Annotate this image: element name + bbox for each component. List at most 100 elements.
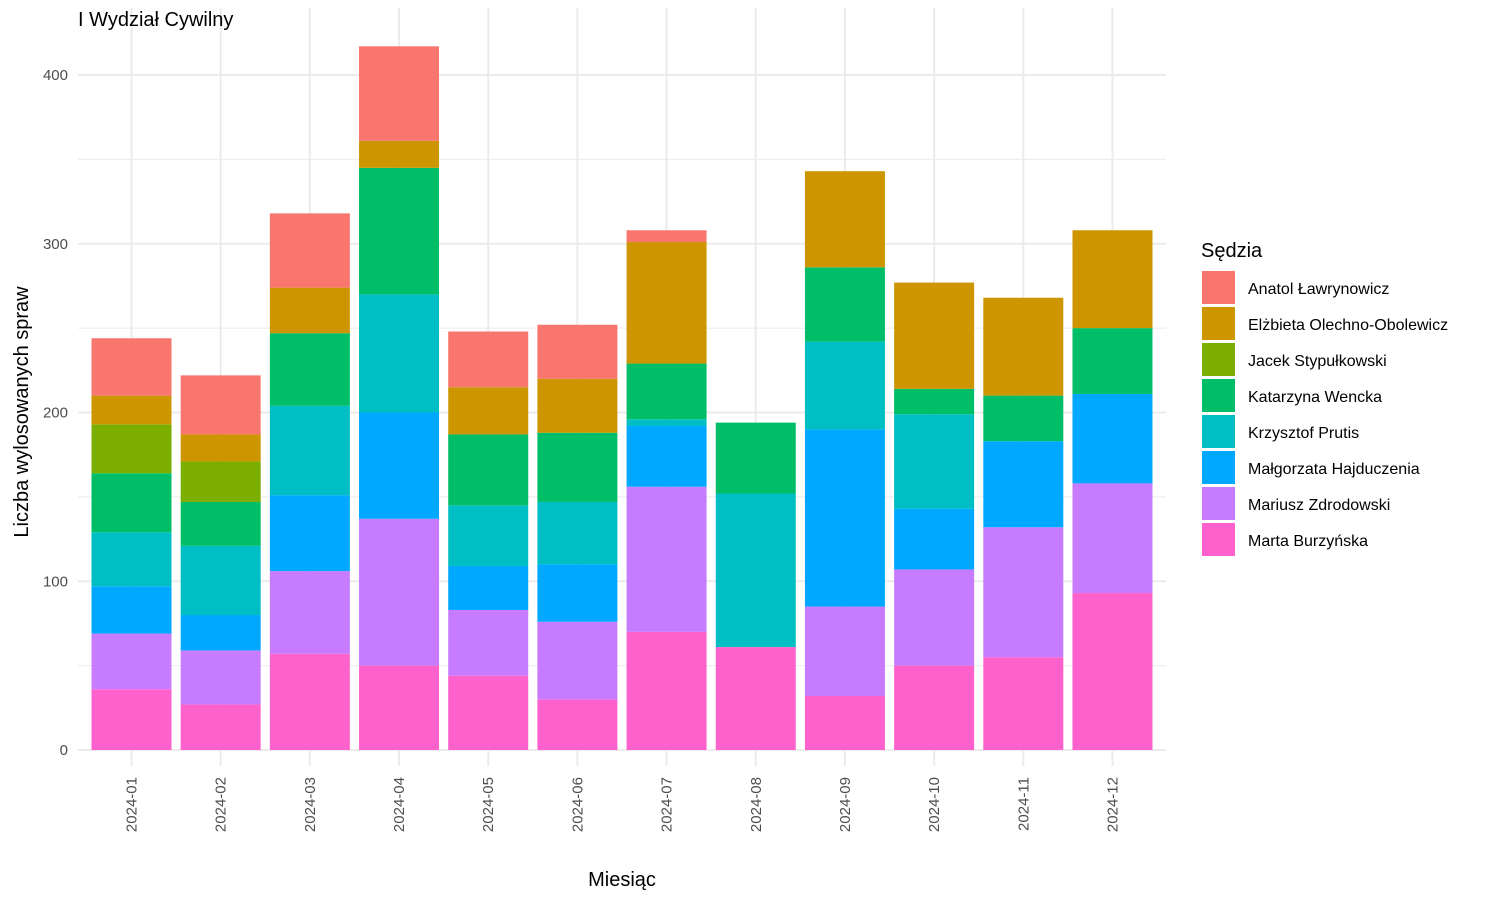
legend-swatch [1202, 487, 1235, 520]
bar-segment [537, 564, 618, 622]
bar-segment [359, 46, 440, 141]
bar-segment [359, 167, 440, 295]
bar-segment [180, 501, 261, 546]
bar-segment [626, 363, 707, 420]
bar-segment [894, 508, 975, 570]
bar-segment [269, 571, 350, 654]
bar-segment [180, 704, 261, 750]
bar-segment [448, 387, 529, 435]
bar-segment [448, 675, 529, 750]
bar-segment [91, 633, 172, 690]
bar-segment [626, 486, 707, 632]
legend-swatch [1202, 271, 1235, 304]
x-tick-label: 2024-12 [1104, 777, 1121, 832]
bar-segment [91, 532, 172, 587]
legend-swatch [1202, 415, 1235, 448]
bar-segment [983, 441, 1064, 528]
chart-title: I Wydział Cywilny [78, 9, 233, 31]
bar-segment [91, 338, 172, 396]
bar-segment [91, 586, 172, 634]
bar-segment [715, 493, 796, 648]
bar-segment [894, 282, 975, 389]
bar-segment [894, 569, 975, 666]
legend-swatch [1202, 523, 1235, 556]
y-tick-label: 300 [43, 236, 68, 253]
x-tick-label: 2024-02 [213, 777, 230, 832]
bar-segment [626, 631, 707, 750]
bar-segment [180, 461, 261, 502]
bar-segment [180, 375, 261, 435]
bar-segment [180, 434, 261, 462]
bar-segment [537, 432, 618, 502]
bar-segment [715, 647, 796, 750]
bar-segment [269, 653, 350, 750]
x-tick-label: 2024-08 [748, 777, 765, 832]
bar-segment [626, 426, 707, 487]
x-tick-label: 2024-05 [480, 777, 497, 832]
bar-segment [1072, 483, 1153, 594]
y-tick-label: 0 [60, 742, 68, 759]
bar-segment [91, 424, 172, 474]
bar-segment [269, 213, 350, 288]
bar-segment [91, 473, 172, 533]
bar-segment [1072, 593, 1153, 750]
legend: Sędzia Anatol Ławrynowicz Elżbieta Olechn… [1201, 240, 1448, 556]
bar-segment [894, 388, 975, 415]
bar-segment [269, 287, 350, 334]
bar-segment [359, 294, 440, 413]
bar-segment [894, 665, 975, 750]
x-axis-title: Miesiąc [588, 869, 656, 891]
bar-segment [269, 495, 350, 572]
bar-segment [180, 545, 261, 615]
bar-segment [359, 140, 440, 168]
bar-segment [537, 699, 618, 750]
legend-label: Mariusz Zdrodowski [1248, 497, 1390, 514]
bar-segment [983, 395, 1064, 442]
bar-segment [804, 606, 885, 696]
bar-segment [626, 230, 707, 243]
bar-segment [804, 429, 885, 607]
x-tick-label: 2024-04 [391, 777, 408, 832]
bar-segment [537, 621, 618, 700]
x-tick-label: 2024-11 [1015, 777, 1032, 831]
legend-swatch [1202, 451, 1235, 484]
y-tick-label: 200 [43, 405, 68, 422]
bar-segment [983, 297, 1064, 396]
bar-segment [1072, 393, 1153, 484]
bar-segment [537, 378, 618, 433]
bar-segment [983, 527, 1064, 658]
bar-segment [359, 518, 440, 666]
bar-segment [626, 419, 707, 426]
y-axis-title: Liczba wylosowanych spraw [11, 286, 33, 538]
bar-segment [269, 333, 350, 406]
legend-label: Anatol Ławrynowicz [1248, 281, 1389, 298]
bar-segment [804, 696, 885, 750]
bar-segment [537, 501, 618, 565]
x-tick-label: 2024-01 [124, 777, 141, 832]
legend-swatch [1202, 343, 1235, 376]
y-tick-label: 400 [43, 67, 68, 84]
legend-label: Małgorzata Hajduczenia [1248, 461, 1420, 478]
x-tick-label: 2024-07 [659, 777, 676, 832]
bar-segment [180, 615, 261, 651]
legend-swatch [1202, 379, 1235, 412]
bar-segment [804, 171, 885, 268]
bar-segment [1072, 328, 1153, 394]
x-tick-label: 2024-09 [837, 777, 854, 832]
legend-label: Marta Burzyńska [1248, 533, 1368, 550]
bar-segment [180, 650, 261, 705]
bar-segment [448, 609, 529, 676]
bar-segment [269, 405, 350, 496]
bar-segment [983, 657, 1064, 750]
x-tick-label: 2024-06 [569, 777, 586, 832]
bar-segment [448, 434, 529, 506]
y-tick-label: 100 [43, 573, 68, 590]
legend-label: Krzysztof Prutis [1248, 425, 1359, 442]
x-tick-label: 2024-03 [302, 777, 319, 832]
bar-segment [359, 665, 440, 750]
legend-label: Elżbieta Olechno-Obolewicz [1248, 317, 1448, 334]
bar-segment [448, 505, 529, 567]
bar-segment [448, 566, 529, 610]
